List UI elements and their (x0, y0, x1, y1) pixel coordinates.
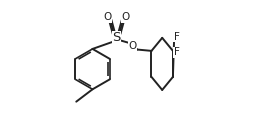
Text: S: S (112, 31, 121, 44)
Text: F: F (174, 47, 180, 57)
Text: O: O (128, 41, 136, 51)
Text: O: O (122, 12, 130, 22)
Text: F: F (174, 32, 180, 41)
Text: O: O (103, 12, 112, 22)
